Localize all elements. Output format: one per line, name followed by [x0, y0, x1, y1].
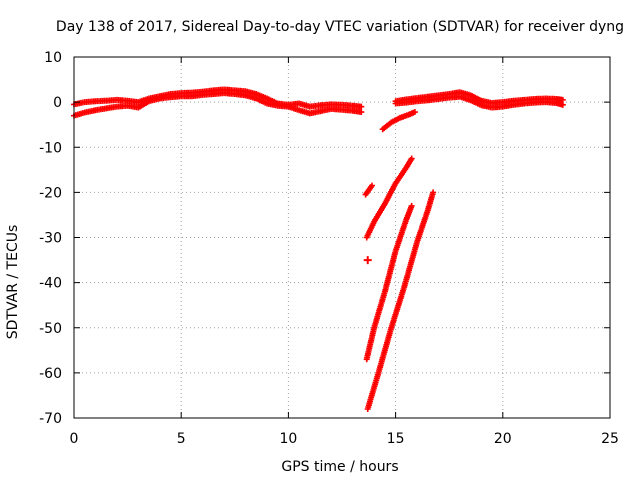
data-point: [411, 109, 418, 116]
data-point: [364, 371, 381, 412]
series-upper-drop: [363, 155, 415, 241]
ticks: 0 5 10 15 20 25 10 0 -10 -20 -30 -40 -50 -60 -70: [39, 50, 619, 447]
data-point: [403, 157, 414, 171]
data-point: [388, 115, 402, 126]
data-point: [369, 182, 376, 189]
y-tick-label: 0: [53, 95, 62, 111]
y-tick-label: -30: [39, 231, 62, 247]
data-point: [371, 202, 387, 225]
y-tick-label: -40: [39, 276, 62, 292]
data-points: [71, 86, 566, 412]
series-middle-drop: [363, 202, 415, 363]
data-point: [306, 108, 322, 117]
data-point: [103, 103, 119, 112]
series-isolated-point: [363, 256, 372, 265]
series-small-segment: [362, 182, 376, 198]
data-point: [388, 286, 407, 331]
data-point: [379, 120, 393, 133]
series-lower-drop: [364, 189, 437, 412]
data-point: [358, 103, 365, 110]
series-recovery-band-lower: [392, 93, 566, 111]
series-main-band-upper: [71, 86, 365, 110]
data-point: [363, 326, 377, 363]
data-point: [362, 188, 371, 198]
data-point: [92, 105, 108, 114]
data-point: [430, 189, 437, 196]
data-point: [81, 107, 97, 116]
data-point: [392, 218, 409, 254]
data-point: [381, 182, 398, 207]
chart-title: Day 138 of 2017, Sidereal Day-to-day VTE…: [56, 19, 624, 35]
data-point: [365, 184, 374, 194]
x-tick-label: 5: [177, 431, 186, 447]
y-tick-label: -10: [39, 140, 62, 156]
data-point: [392, 166, 409, 187]
data-point: [71, 99, 86, 108]
x-axis-label: GPS time / hours: [281, 459, 398, 475]
data-point: [135, 99, 151, 111]
y-tick-label: 10: [44, 50, 62, 66]
data-point: [424, 191, 436, 214]
data-point: [414, 209, 431, 245]
data-point: [408, 202, 415, 209]
data-point: [363, 220, 377, 241]
series-main-band-lower: [71, 90, 365, 119]
series-branch-to-recovery: [379, 109, 418, 133]
x-tick-label: 0: [70, 431, 79, 447]
data-point: [375, 326, 394, 376]
data-point: [381, 249, 399, 295]
x-tick-label: 20: [494, 431, 512, 447]
y-axis-label: SDTVAR / TECUs: [5, 225, 21, 340]
data-point: [363, 256, 372, 265]
y-tick-label: -50: [39, 321, 62, 337]
data-point: [408, 155, 415, 162]
data-point: [358, 109, 365, 116]
y-tick-label: -70: [39, 411, 62, 427]
x-tick-label: 10: [279, 431, 297, 447]
y-tick-label: -60: [39, 366, 62, 382]
x-tick-label: 25: [601, 431, 619, 447]
data-point: [401, 240, 420, 291]
data-point: [371, 290, 388, 331]
data-point: [559, 101, 566, 108]
y-tick-label: -20: [39, 185, 62, 201]
x-tick-label: 15: [387, 431, 405, 447]
